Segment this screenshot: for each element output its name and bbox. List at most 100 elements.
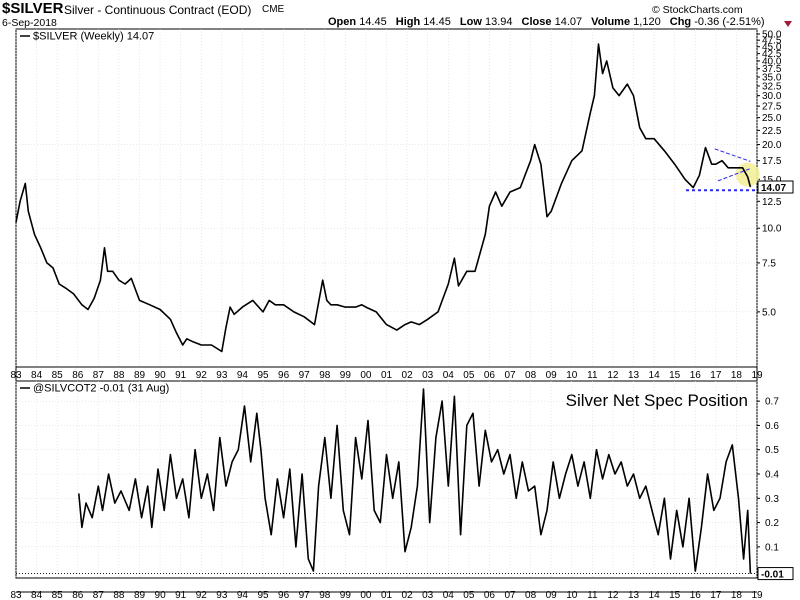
net-spec-position-line [78, 388, 752, 574]
high-label: High [395, 16, 421, 28]
high-value: 14.45 [423, 16, 451, 28]
x-tick-label: 88 [113, 590, 125, 600]
close-label: Close [521, 16, 552, 28]
x-tick-label: 16 [690, 370, 702, 381]
x-tick-label: 02 [402, 590, 414, 600]
x-tick-label: 89 [134, 590, 146, 600]
open-value: 14.45 [359, 16, 387, 28]
x-tick-label: 90 [155, 370, 167, 381]
x-tick-label: 99 [340, 370, 352, 381]
x-tick-label: 95 [257, 590, 269, 600]
x-tick-label: 84 [31, 370, 43, 381]
y-tick-label: 30.0 [762, 91, 782, 102]
x-tick-label: 16 [690, 590, 702, 600]
y-tick-label: 50.0 [762, 30, 782, 41]
cot-panel-frame [15, 380, 758, 579]
x-tick-label: 97 [299, 590, 311, 600]
last-cot-label: -0.01 [761, 570, 784, 581]
x-tick-label: 07 [504, 590, 516, 600]
close-value: 14.07 [554, 16, 583, 28]
x-tick-label: 94 [237, 590, 249, 600]
x-tick-label: 04 [443, 590, 455, 600]
price-legend: $SILVER (Weekly) 14.07 [33, 31, 154, 43]
x-tick-label: 01 [381, 370, 393, 381]
x-tick-label: 10 [566, 590, 578, 600]
x-tick-label: 96 [278, 370, 290, 381]
x-tick-label: 95 [257, 370, 269, 381]
y-tick-label: 15.0 [762, 175, 782, 186]
x-tick-label: 92 [196, 370, 208, 381]
y-tick-label: 45.0 [762, 42, 782, 53]
x-tick-label: 13 [628, 370, 640, 381]
low-value: 13.94 [484, 16, 513, 28]
y-tick-label: 10.0 [762, 224, 782, 235]
x-tick-label: 08 [525, 590, 537, 600]
y-tick-label: 0.1 [765, 542, 779, 553]
y-tick-label: 40.0 [762, 56, 782, 67]
x-tick-label: 91 [175, 370, 187, 381]
y-tick-label: 20.0 [762, 140, 782, 151]
x-tick-label: 05 [463, 370, 475, 381]
exchange-label: CME [262, 4, 285, 15]
x-tick-label: 00 [360, 370, 372, 381]
x-tick-label: 18 [731, 370, 743, 381]
stockcharts-watermark: © StockCharts.com [652, 4, 743, 16]
open-label: Open [328, 16, 357, 28]
x-tick-label: 99 [340, 590, 352, 600]
x-tick-label: 88 [113, 370, 125, 381]
y-tick-label: 25.0 [762, 113, 782, 124]
x-tick-label: 96 [278, 590, 290, 600]
panel-annotation: Silver Net Spec Position [566, 391, 748, 410]
x-tick-label: 97 [299, 370, 311, 381]
low-label: Low [459, 16, 482, 28]
x-tick-label: 93 [216, 370, 228, 381]
x-tick-label: 91 [175, 590, 187, 600]
y-tick-label: 0.5 [765, 445, 779, 456]
x-tick-label: 86 [72, 370, 84, 381]
x-tick-label: 09 [546, 590, 558, 600]
x-tick-label: 90 [155, 590, 167, 600]
x-tick-label: 17 [710, 370, 722, 381]
y-tick-label: 0.7 [765, 397, 779, 408]
cot-legend: @SILVCOT2 -0.01 (31 Aug) [33, 383, 169, 395]
volume-value: 1,120 [633, 16, 661, 28]
y-tick-label: 32.5 [762, 81, 782, 92]
x-tick-label: 94 [237, 370, 249, 381]
chg-label: Chg [669, 16, 692, 28]
x-tick-label: 17 [710, 590, 722, 600]
x-tick-label: 07 [504, 370, 516, 381]
x-tick-label: 86 [72, 590, 84, 600]
chg-value: -0.36 (-2.51%) [694, 16, 765, 28]
y-tick-label: 42.5 [762, 49, 782, 60]
x-tick-label: 98 [319, 370, 331, 381]
x-tick-label: 00 [360, 590, 372, 600]
last-price-flag [757, 180, 794, 194]
x-tick-label: 11 [587, 370, 598, 381]
x-tick-label: 92 [196, 590, 208, 600]
x-tick-label: 12 [607, 370, 619, 381]
x-tick-label: 09 [546, 370, 558, 381]
last-price-label: 14.07 [761, 183, 786, 194]
down-arrow-icon [784, 21, 792, 27]
resistance-trendline [714, 148, 751, 162]
volume-label: Volume [591, 16, 631, 28]
contract-description: Silver - Continuous Contract (EOD) [64, 3, 252, 17]
x-tick-label: 05 [463, 590, 475, 600]
y-tick-label: 22.5 [762, 126, 782, 137]
x-tick-label: 04 [443, 370, 455, 381]
y-tick-label: 7.5 [762, 258, 776, 269]
x-tick-label: 10 [566, 370, 578, 381]
y-tick-label: 17.5 [762, 156, 782, 167]
x-tick-label: 01 [381, 590, 393, 600]
symbol-label: $SILVER [2, 0, 64, 17]
y-tick-label: 0.6 [765, 421, 779, 432]
last-cot-flag [757, 567, 794, 581]
highlight-marker [735, 162, 760, 187]
x-tick-label: 93 [216, 590, 228, 600]
x-tick-label: 13 [628, 590, 640, 600]
x-tick-label: 14 [649, 370, 661, 381]
x-tick-label: 08 [525, 370, 537, 381]
x-tick-label: 02 [402, 370, 414, 381]
y-tick-label: 0.3 [765, 494, 779, 505]
